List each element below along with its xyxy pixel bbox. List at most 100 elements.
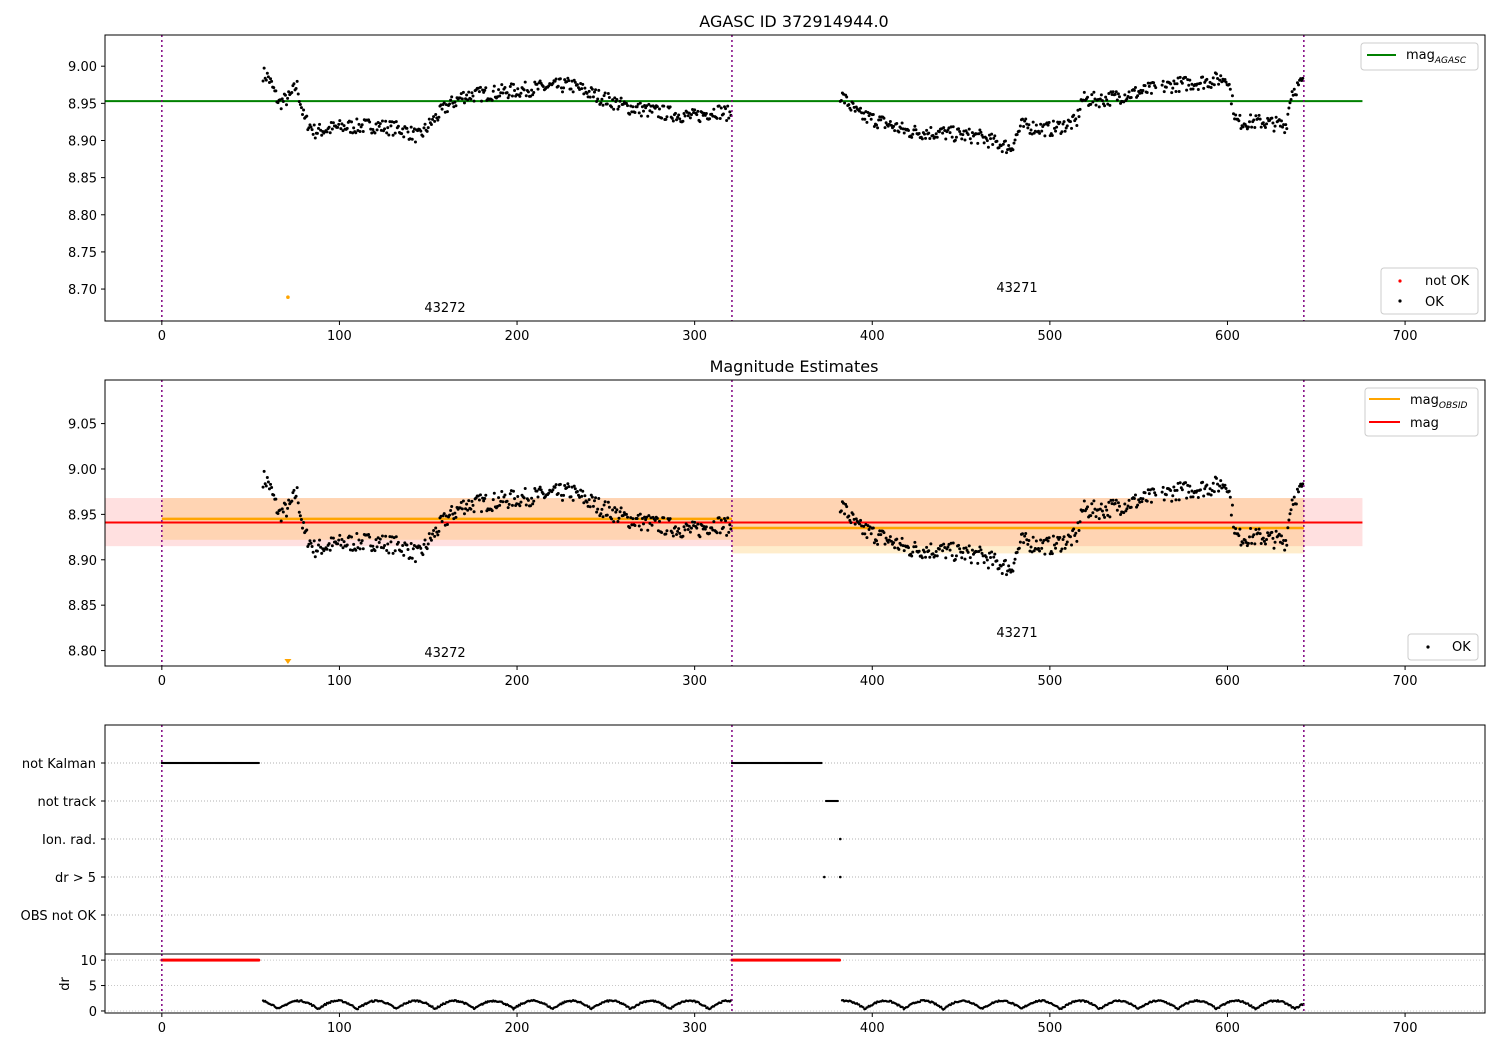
ok-point: [497, 496, 501, 500]
ok-point: [1172, 79, 1176, 83]
ok-point: [290, 499, 294, 503]
ok-point: [470, 499, 474, 503]
ok-point: [1294, 502, 1298, 506]
ok-point: [383, 544, 387, 548]
ok-point: [375, 128, 379, 132]
ok-point: [1209, 86, 1213, 90]
ok-point: [384, 119, 388, 123]
y-tick-label: 10: [80, 954, 97, 969]
ok-point: [1177, 90, 1181, 94]
ok-point: [968, 137, 972, 141]
ok-point: [958, 547, 962, 551]
ok-point: [561, 498, 565, 502]
ok-point: [1117, 504, 1121, 508]
ok-point: [715, 531, 719, 535]
ok-point: [483, 497, 487, 501]
ok-point: [892, 541, 896, 545]
ok-point: [491, 498, 495, 502]
ok-point: [295, 486, 299, 490]
ok-point: [556, 84, 560, 88]
ok-point: [454, 515, 458, 519]
ok-point: [311, 550, 315, 554]
ok-point: [385, 549, 389, 553]
ok-point: [1007, 143, 1011, 147]
ok-point: [944, 556, 948, 560]
ok-point: [1061, 538, 1065, 542]
ok-point: [1022, 124, 1026, 128]
ok-point: [1301, 482, 1305, 486]
legend-label-mag-agasc: mag: [1406, 48, 1435, 63]
ok-point: [508, 492, 512, 496]
ok-point: [357, 538, 361, 542]
ok-point: [305, 528, 309, 532]
ok-point: [648, 521, 652, 525]
ok-point: [1133, 493, 1137, 497]
ok-point: [845, 505, 849, 509]
ok-point: [297, 510, 301, 514]
ok-point: [875, 123, 879, 127]
ok-point: [872, 125, 876, 129]
ok-point: [877, 533, 881, 537]
ok-point: [445, 522, 449, 526]
ok-point: [1107, 500, 1111, 504]
ok-point: [895, 537, 899, 541]
ok-point: [1029, 545, 1033, 549]
ok-point: [585, 500, 589, 504]
ok-point: [436, 118, 440, 122]
ok-point: [1054, 546, 1058, 550]
ok-point: [1001, 142, 1005, 146]
ok-point: [582, 92, 586, 96]
ok-point: [681, 534, 685, 538]
y-tick-label: 0: [89, 1005, 97, 1020]
ok-point: [866, 524, 870, 528]
ok-point: [1108, 103, 1112, 107]
ok-point: [876, 542, 880, 546]
ok-point: [619, 506, 623, 510]
ok-point: [1277, 532, 1281, 536]
ok-point: [1086, 95, 1090, 99]
ok-point: [279, 519, 283, 523]
ok-point: [389, 540, 393, 544]
panel1-legend-mag: magAGASC: [1360, 42, 1479, 71]
ok-point: [1257, 527, 1261, 531]
ok-point: [1257, 113, 1261, 117]
ok-point: [1196, 87, 1200, 91]
ok-point: [726, 104, 730, 108]
ok-point: [848, 518, 852, 522]
ok-point: [1051, 119, 1055, 123]
ok-point: [551, 81, 555, 85]
flag-label: not Kalman: [22, 757, 96, 772]
ok-point: [638, 101, 642, 105]
ok-point: [437, 115, 441, 119]
ok-point: [440, 107, 444, 111]
ok-point: [386, 126, 390, 130]
ok-point: [562, 493, 566, 497]
ok-point: [1237, 534, 1241, 538]
ok-point: [1185, 496, 1189, 500]
ok-point: [727, 116, 731, 120]
ok-point: [725, 119, 729, 123]
ok-point: [498, 94, 502, 98]
ok-point: [944, 137, 948, 141]
ok-point: [869, 532, 873, 536]
ok-point: [1136, 503, 1140, 507]
ok-point: [286, 96, 290, 100]
ok-point: [953, 557, 957, 561]
ok-point: [878, 529, 882, 533]
ok-point: [358, 547, 362, 551]
ok-point: [318, 538, 322, 542]
ok-point: [342, 540, 346, 544]
ok-point: [853, 522, 857, 526]
svg-text:magAGASC: magAGASC: [1406, 48, 1467, 66]
ok-point: [1254, 527, 1258, 531]
x-tick-label: 300: [682, 329, 707, 344]
ok-point: [1111, 498, 1115, 502]
ok-point: [1286, 526, 1290, 530]
ok-point: [1301, 76, 1305, 80]
ok-point: [581, 82, 585, 86]
ok-point: [378, 537, 382, 541]
ok-point: [1089, 514, 1093, 518]
ok-point: [299, 518, 303, 522]
ok-point: [1230, 503, 1234, 507]
ok-point: [274, 89, 278, 93]
